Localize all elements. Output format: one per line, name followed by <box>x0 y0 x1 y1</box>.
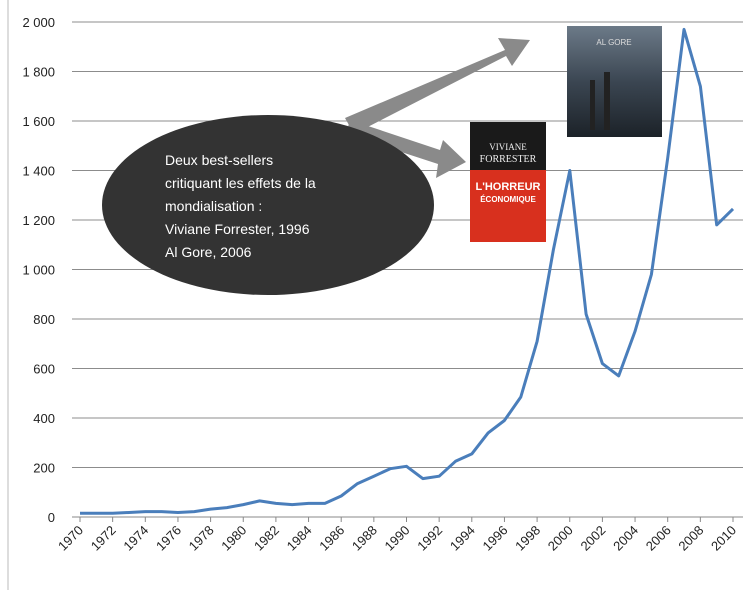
cover-text: ÉCONOMIQUE <box>480 195 536 204</box>
cover-text: L'HORREUR <box>476 181 541 193</box>
y-tick-label: 200 <box>33 461 55 476</box>
data-line <box>80 27 735 515</box>
annotation-text: critiquant les effets de la <box>165 175 316 191</box>
cover <box>567 26 662 137</box>
y-tick-label: 800 <box>33 312 55 327</box>
cover-text: VIVIANE <box>489 142 527 152</box>
arrow <box>345 38 530 134</box>
y-tick-label: 1 000 <box>22 263 55 278</box>
arrow <box>346 120 466 178</box>
cover-text: FORRESTER <box>480 154 537 165</box>
annotation-text: Deux best-sellers <box>165 152 273 168</box>
y-tick-label: 1 200 <box>22 213 55 228</box>
annotation-text: Al Gore, 2006 <box>165 244 252 260</box>
y-tick-label: 1 600 <box>22 114 55 129</box>
y-tick-label: 2 000 <box>22 15 55 30</box>
chimney <box>590 80 595 130</box>
cover-band <box>470 170 546 242</box>
annotation-bubble <box>102 115 434 295</box>
chimney <box>604 72 610 130</box>
gore-cover: AL GORE <box>567 26 662 137</box>
cover-text: AL GORE <box>596 38 631 47</box>
y-tick-label: 400 <box>33 411 55 426</box>
annotation-text: mondialisation : <box>165 198 262 214</box>
y-tick-label: 600 <box>33 362 55 377</box>
y-tick-label: 0 <box>48 510 55 525</box>
y-tick-label: 1 400 <box>22 164 55 179</box>
annotation-text: Viviane Forrester, 1996 <box>165 221 310 237</box>
forrester-cover: VIVIANE FORRESTER L'HORREUR ÉCONOMIQUE <box>470 122 546 242</box>
y-tick-label: 1 800 <box>22 65 55 80</box>
